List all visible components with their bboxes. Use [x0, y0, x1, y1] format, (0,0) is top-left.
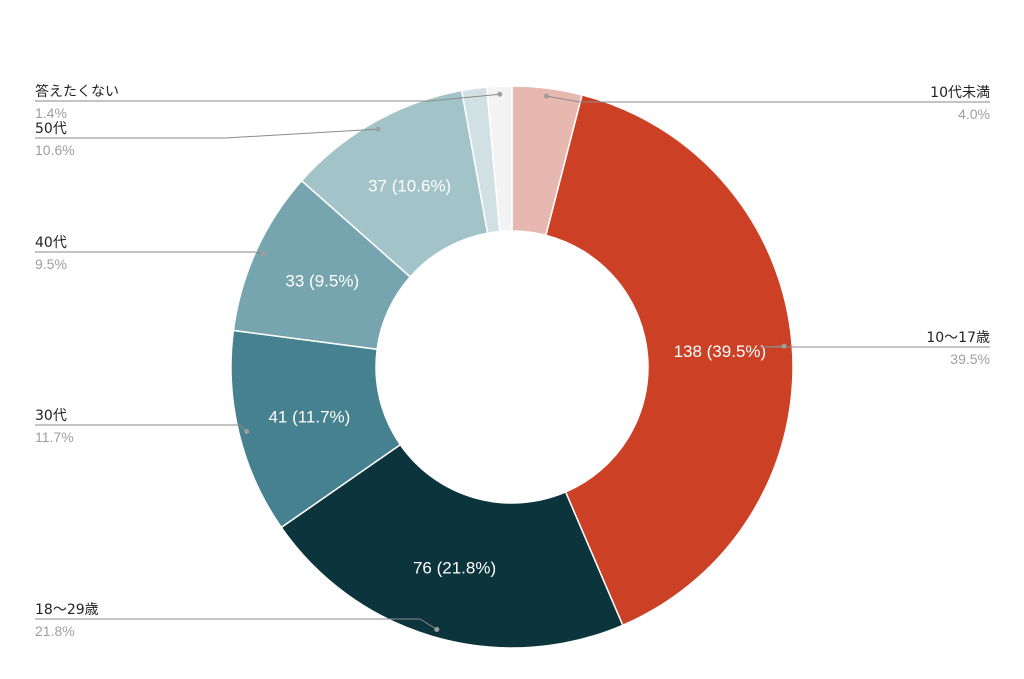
donut-slices — [230, 85, 794, 649]
slice-2-data-label: 138 (39.5%) — [674, 342, 767, 361]
slice-3-data-label: 76 (21.8%) — [413, 558, 496, 577]
slice-4-callout-percent: 11.7% — [35, 429, 74, 445]
slice-5-callout-name: 40代 — [35, 235, 67, 251]
slice-3-callout-name: 18〜29歳 — [35, 602, 99, 618]
slice-5-data-label: 33 (9.5%) — [285, 272, 359, 291]
slice-2-callout-percent: 39.5% — [950, 351, 990, 367]
slice-5-leader-dot — [261, 251, 267, 257]
slice-1-callout-percent: 4.0% — [958, 106, 990, 122]
slice-3-wedge — [280, 443, 624, 649]
slice-6-leader-dot — [375, 126, 381, 132]
slice-3-callout-percent: 21.8% — [35, 623, 75, 639]
slice-1-leader-dot — [543, 93, 549, 99]
slice-2-callout-name: 10〜17歳 — [926, 330, 990, 346]
slice-8-callout-percent: 1.4% — [35, 105, 67, 121]
slice-6-leader-line — [35, 128, 379, 139]
slice-8-leader-line — [35, 93, 500, 102]
slice-4-leader-line — [35, 424, 248, 432]
slice-3-leader-dot — [434, 626, 440, 632]
slice-6-callout-name: 50代 — [35, 121, 67, 137]
slice-3-leader-line — [35, 618, 438, 630]
slice-2-leader-dot — [781, 343, 787, 349]
slice-4-leader-dot — [244, 429, 250, 435]
donut-callouts: 10代未満 4.0% 10〜17歳 39.5% 18〜29歳 21.8% 30代 11.7% 4… — [35, 83, 990, 639]
slice-5-callout-percent: 9.5% — [35, 256, 67, 272]
slice-8-callout-name: 答えたくない — [35, 83, 119, 100]
slice-8-wedge — [485, 85, 513, 233]
slice-2-leader-line — [759, 345, 990, 348]
slice-4-data-label: 41 (11.7%) — [268, 407, 350, 426]
slice-6-callout-percent: 10.6% — [35, 142, 75, 158]
slice-6-data-label: 37 (10.6%) — [368, 176, 451, 195]
slice-2-wedge — [545, 93, 794, 627]
slice-5-leader-line — [35, 251, 264, 255]
slice-8-leader-dot — [497, 91, 503, 97]
slice-1-leader-line — [546, 95, 990, 103]
slice-1-callout-name: 10代未満 — [930, 85, 990, 101]
slice-4-callout-name: 30代 — [35, 408, 67, 424]
donut-slice-labels: 138 (39.5%) 76 (21.8%) 41 (11.7%) 33 (9.5%)… — [268, 176, 766, 577]
